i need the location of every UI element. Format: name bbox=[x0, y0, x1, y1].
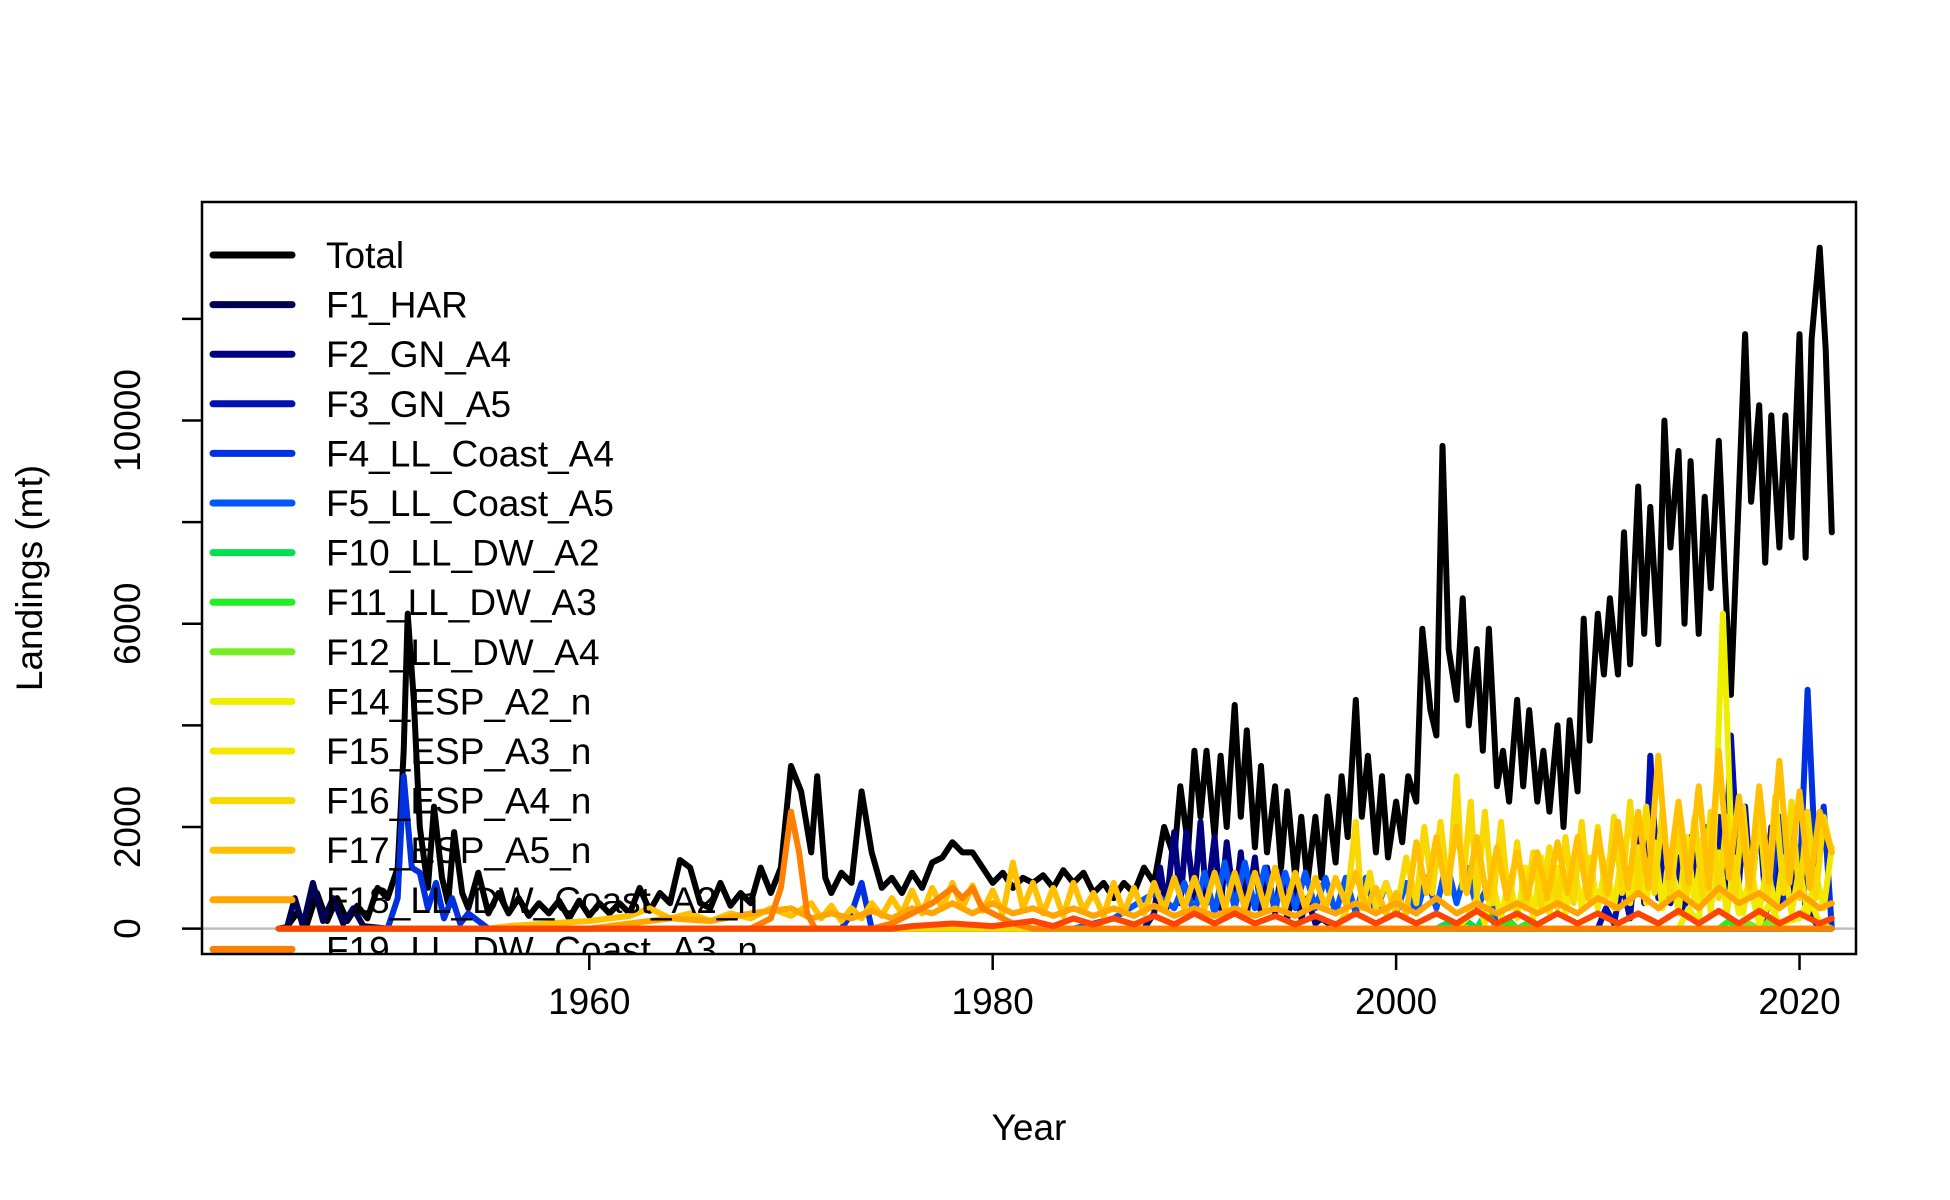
series-line-f5-ll-coast-a5 bbox=[275, 859, 1835, 932]
legend-label: F12_LL_DW_A4 bbox=[326, 632, 600, 673]
legend-label: F3_GN_A5 bbox=[326, 384, 511, 425]
y-axis: 0 2000 6000 10000 bbox=[107, 317, 202, 939]
legend-label: F18_LL_DW_Coast_A2_n bbox=[326, 880, 758, 921]
legend-label: F15_ESP_A3_n bbox=[326, 731, 591, 772]
y-tick-label: 2000 bbox=[107, 786, 148, 868]
legend-label: F11_LL_DW_A3 bbox=[326, 582, 597, 623]
legend-label: F17_ESP_A5_n bbox=[326, 830, 591, 871]
legend-label: F10_LL_DW_A2 bbox=[326, 533, 600, 574]
legend: Total F1_HAR F2_GN_A4 F3_GN_A5 F4_LL_Coast_A… bbox=[209, 235, 758, 970]
series-line-f19-ll-dw-coast-a3-n bbox=[275, 808, 1835, 932]
series-layer bbox=[275, 244, 1835, 932]
legend-label: Total bbox=[326, 235, 404, 276]
x-tick-label: 1960 bbox=[548, 981, 630, 1022]
legend-label: F4_LL_Coast_A4 bbox=[326, 433, 614, 474]
y-axis-title: Landings (mt) bbox=[9, 465, 50, 691]
x-tick-label: 2020 bbox=[1758, 981, 1840, 1022]
series-line-f20-ll-dw-coast-a4-n bbox=[275, 907, 1835, 932]
y-tick-label: 6000 bbox=[107, 583, 148, 665]
legend-label: F16_ESP_A4_n bbox=[326, 781, 591, 822]
x-tick-label: 1980 bbox=[952, 981, 1034, 1022]
x-axis: 1960 1980 2000 2020 bbox=[548, 954, 1841, 1022]
legend-label: F19_LL_DW_Coast_A3_n bbox=[326, 929, 758, 970]
y-tick-label: 0 bbox=[107, 918, 148, 939]
legend-label: F1_HAR bbox=[326, 285, 468, 326]
y-tick-label: 10000 bbox=[107, 369, 148, 472]
legend-label: F5_LL_Coast_A5 bbox=[326, 483, 614, 524]
legend-label: F2_GN_A4 bbox=[326, 334, 511, 375]
legend-label: F14_ESP_A2_n bbox=[326, 681, 591, 722]
x-tick-label: 2000 bbox=[1355, 981, 1437, 1022]
series-line-f18-ll-dw-coast-a2-n bbox=[275, 884, 1835, 932]
plot-frame bbox=[200, 200, 1858, 956]
x-axis-title: Year bbox=[992, 1107, 1067, 1148]
